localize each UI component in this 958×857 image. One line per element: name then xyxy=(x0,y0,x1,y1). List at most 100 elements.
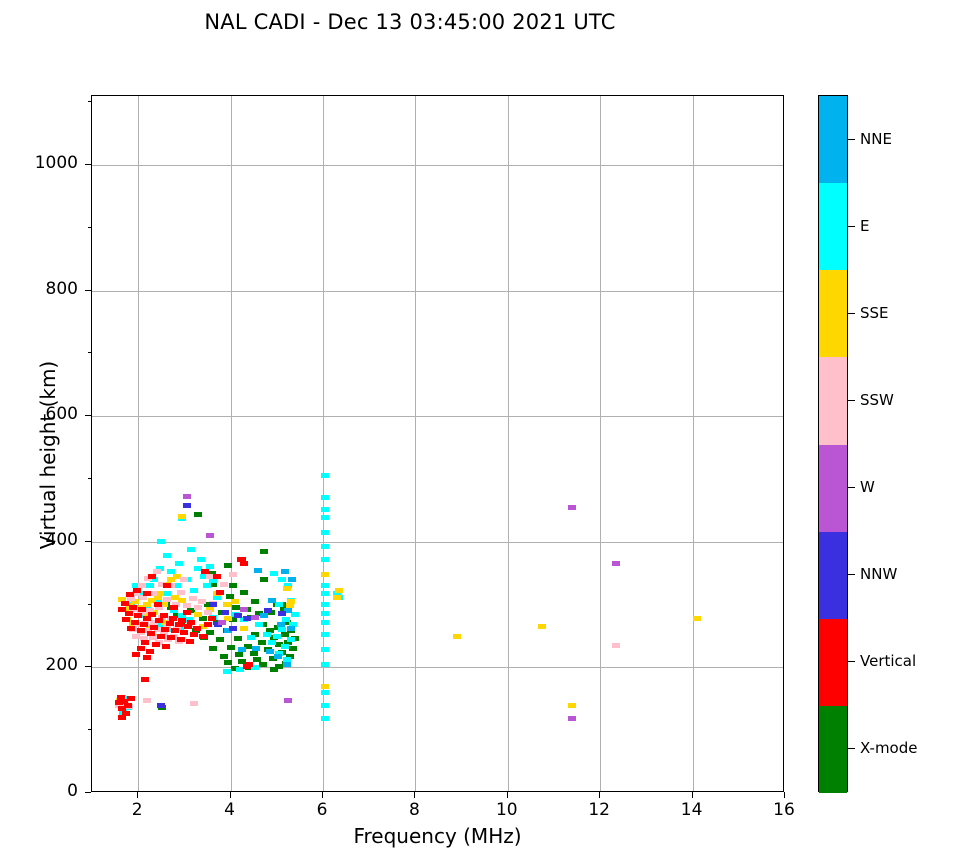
data-point-sse xyxy=(156,590,165,596)
data-point-sse xyxy=(282,586,291,592)
gridline-horizontal xyxy=(92,416,783,418)
data-point-vertical xyxy=(117,715,126,721)
data-point-e xyxy=(196,556,205,562)
data-point-vertical xyxy=(184,624,193,630)
data-point-ssw xyxy=(127,595,136,601)
x-tick xyxy=(784,792,785,798)
data-point-e xyxy=(170,608,179,614)
data-point-nnw xyxy=(278,610,287,616)
data-point-e xyxy=(275,602,284,608)
data-point-e xyxy=(321,619,330,625)
data-point-nne xyxy=(259,613,268,619)
data-point-ssw xyxy=(203,609,212,615)
data-point-e xyxy=(272,633,281,639)
data-point-e xyxy=(332,590,341,596)
data-point-e xyxy=(199,573,208,579)
x-tick xyxy=(414,792,416,798)
data-point-x-mode xyxy=(269,656,278,662)
data-point-nne xyxy=(265,649,274,655)
data-point-vertical xyxy=(236,556,245,562)
data-point-x-mode xyxy=(291,636,300,642)
data-point-vertical xyxy=(193,625,202,631)
data-point-vertical xyxy=(216,589,225,595)
data-point-ssw xyxy=(228,571,237,577)
data-point-x-mode xyxy=(228,617,237,623)
data-point-e xyxy=(235,667,244,673)
data-point-sse xyxy=(136,604,145,610)
data-point-e xyxy=(162,553,171,559)
colorbar-band-nne xyxy=(819,96,847,184)
data-point-x-mode xyxy=(205,629,214,635)
data-point-vertical xyxy=(116,695,125,701)
data-point-nne xyxy=(286,625,295,631)
data-point-vertical xyxy=(185,638,194,644)
data-point-nne xyxy=(238,647,247,653)
data-point-sse xyxy=(194,611,203,617)
data-point-x-mode xyxy=(259,577,268,582)
data-point-vertical xyxy=(148,573,157,579)
data-point-sse xyxy=(118,597,127,603)
colorbar-tick xyxy=(848,138,855,140)
data-point-vertical xyxy=(143,615,152,621)
x-tick xyxy=(322,792,323,798)
data-point-e xyxy=(178,613,187,619)
x-tick-label: 6 xyxy=(316,800,328,820)
data-point-e xyxy=(321,690,330,696)
data-point-e xyxy=(156,622,165,628)
colorbar-band-x-mode xyxy=(819,705,847,793)
data-point-e xyxy=(145,583,154,589)
data-point-e xyxy=(321,610,330,616)
y-tick xyxy=(85,289,91,291)
data-point-nnw xyxy=(157,702,166,708)
colorbar-label-vertical: Vertical xyxy=(860,652,917,671)
data-point-w xyxy=(568,504,577,510)
data-point-e xyxy=(321,602,330,608)
y-tick-label: 800 xyxy=(45,278,78,299)
data-point-vertical xyxy=(145,648,154,654)
colorbar-band-ssw xyxy=(819,357,847,445)
data-point-vertical xyxy=(160,627,169,633)
data-point-e xyxy=(212,594,221,600)
y-tick xyxy=(85,792,91,793)
data-point-ssw xyxy=(154,605,163,611)
data-point-e xyxy=(185,617,194,623)
data-point-ssw xyxy=(139,636,148,642)
data-point-e xyxy=(321,556,330,562)
data-point-x-mode xyxy=(231,666,240,672)
y-tick xyxy=(85,666,91,668)
data-point-sse xyxy=(222,602,231,608)
data-point-e xyxy=(157,539,166,545)
grid-layer xyxy=(92,96,783,791)
data-point-x-mode xyxy=(249,651,258,657)
data-point-sse xyxy=(285,603,294,609)
y-tick xyxy=(85,415,91,417)
colorbar-label-nne: NNE xyxy=(860,129,892,148)
data-point-vertical xyxy=(151,642,160,648)
data-point-vertical xyxy=(142,590,151,596)
data-point-vertical xyxy=(125,592,134,598)
data-point-x-mode xyxy=(238,658,247,664)
data-point-x-mode xyxy=(226,644,235,650)
scatter-data-layer xyxy=(92,96,783,791)
data-point-e xyxy=(262,632,271,638)
data-point-nnw xyxy=(242,615,251,621)
data-point-x-mode xyxy=(219,653,228,659)
data-point-sse xyxy=(145,624,154,630)
data-point-vertical xyxy=(127,625,136,631)
data-point-e xyxy=(278,577,287,582)
data-point-ssw xyxy=(176,589,185,595)
colorbar-band-e xyxy=(819,183,847,271)
data-point-vertical xyxy=(142,654,151,660)
data-point-e xyxy=(321,702,330,708)
data-point-e xyxy=(321,506,330,512)
data-point-e xyxy=(156,565,165,571)
data-point-sse xyxy=(153,594,162,600)
data-point-ssw xyxy=(133,622,142,628)
y-tick-label: 400 xyxy=(45,529,78,550)
data-point-e xyxy=(286,636,295,642)
data-point-x-mode xyxy=(275,663,284,669)
data-point-nnw xyxy=(182,502,191,508)
data-point-x-mode xyxy=(232,604,241,610)
data-point-vertical xyxy=(118,607,127,613)
data-point-ssw xyxy=(162,624,171,630)
